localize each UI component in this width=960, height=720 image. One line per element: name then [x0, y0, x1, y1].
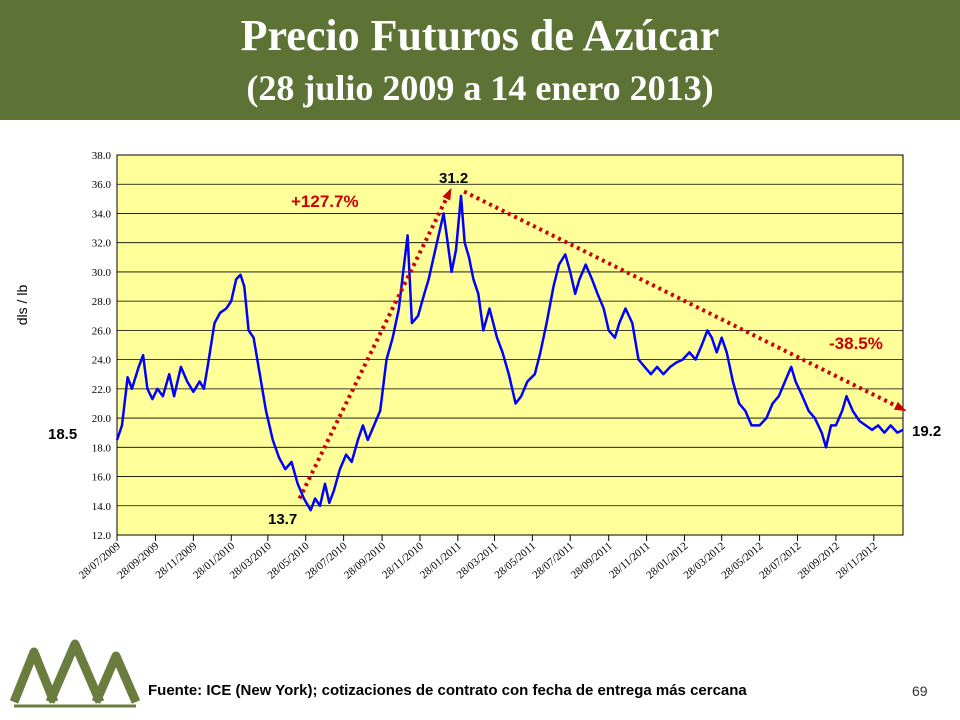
- gridlines: [117, 154, 903, 536]
- title-banner: Precio Futuros de Azúcar (28 julio 2009 …: [0, 0, 960, 120]
- annotation-low-value: 13.7: [268, 511, 297, 528]
- y-tick-label: 36.0: [92, 179, 112, 191]
- trend-arrowhead: [442, 187, 452, 201]
- trend-line: [463, 189, 904, 412]
- x-tick-label: 28/11/2012: [834, 540, 880, 581]
- y-tick-label: 28.0: [92, 296, 112, 308]
- x-tick-label: 28/09/2012: [796, 540, 842, 581]
- y-tick-label: 18.0: [92, 442, 112, 454]
- price-series-line: [115, 194, 904, 512]
- x-tick-label: 28/07/2012: [757, 540, 803, 581]
- annotation-end-value: 19.2: [912, 423, 941, 440]
- annotation-decrease-pct: -38.5%: [829, 334, 883, 353]
- x-tick-label: 28/09/2011: [569, 540, 615, 581]
- trend-line: [297, 190, 452, 500]
- annotation-peak-value: 31.2: [439, 170, 468, 187]
- sugar-futures-chart: 12.0 14.0 16.0 18.0 20.0 22.0 24.0 26.0 28.0 30.0…: [14, 150, 941, 582]
- source-note: Fuente: ICE (New York); cotizaciones de …: [148, 682, 747, 699]
- y-tick-label: 26.0: [92, 325, 112, 337]
- annotations: 18.5 13.7 31.2 19.2 +127.7% -38.5%: [48, 170, 941, 528]
- x-tick-label: 28/03/2011: [455, 540, 501, 581]
- page-subtitle: (28 julio 2009 a 14 enero 2013): [246, 68, 714, 108]
- company-logo: [10, 639, 140, 708]
- y-tick-label: 12.0: [92, 530, 112, 542]
- page-number: 69: [912, 683, 928, 699]
- y-tick-label: 34.0: [92, 208, 112, 220]
- y-tick-label: 16.0: [92, 472, 112, 484]
- y-tick-label: 32.0: [92, 238, 112, 250]
- y-tick-label: 24.0: [92, 355, 112, 367]
- y-axis-label: dls / lb: [14, 285, 30, 326]
- trend-arrowhead: [894, 401, 907, 412]
- y-axis-ticks: 12.0 14.0 16.0 18.0 20.0 22.0 24.0 26.0 28.0 30.0…: [92, 150, 112, 542]
- x-tick-label: 28/09/2010: [342, 540, 388, 582]
- annotation-increase-pct: +127.7%: [291, 192, 359, 211]
- x-axis-ticks: 28/07/200928/09/200928/11/200928/01/2010…: [77, 535, 880, 582]
- x-tick-label: 28/07/2010: [303, 540, 349, 582]
- x-tick-label: 28/07/2011: [530, 540, 576, 581]
- annotation-start-value: 18.5: [48, 426, 77, 443]
- plot-area: [116, 154, 904, 536]
- x-tick-label: 28/09/2009: [115, 540, 161, 582]
- x-tick-label: 28/05/2011: [492, 540, 538, 581]
- y-tick-label: 20.0: [92, 413, 112, 425]
- page-title: Precio Futuros de Azúcar: [240, 11, 720, 60]
- trend-lines: [297, 187, 907, 500]
- y-tick-label: 22.0: [92, 384, 112, 396]
- y-tick-label: 14.0: [92, 501, 112, 513]
- y-tick-label: 30.0: [92, 267, 112, 279]
- y-tick-label: 38.0: [92, 150, 112, 162]
- x-tick-label: 28/07/2009: [77, 540, 123, 582]
